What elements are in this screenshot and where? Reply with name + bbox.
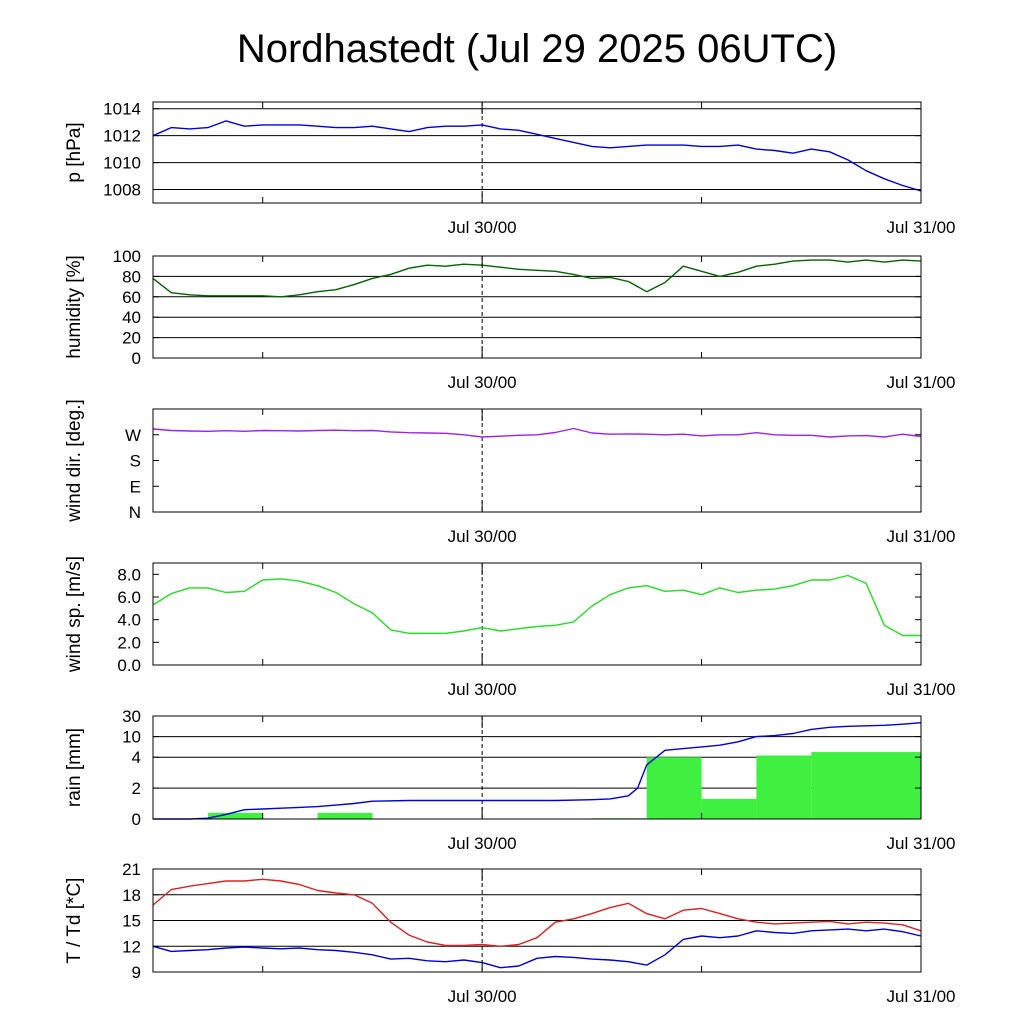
series-line bbox=[152, 928, 922, 969]
y-tick-label: 1014 bbox=[103, 100, 141, 119]
rain-bar bbox=[646, 757, 702, 819]
y-axis-title: T / Td [*C] bbox=[64, 878, 85, 964]
y-tick-label: 80 bbox=[122, 267, 141, 286]
panel-frame bbox=[152, 562, 922, 666]
x-tick-label: Jul 31/00 bbox=[887, 218, 956, 237]
y-tick-label: 12 bbox=[122, 937, 141, 956]
y-tick-label: 1010 bbox=[103, 154, 141, 173]
x-tick-label: Jul 31/00 bbox=[887, 527, 956, 546]
series-line bbox=[153, 722, 922, 820]
y-tick-label: S bbox=[130, 452, 141, 471]
panel-frame bbox=[152, 255, 922, 359]
x-tick-label: Jul 30/00 bbox=[448, 834, 517, 853]
y-tick-label: 40 bbox=[122, 308, 141, 327]
y-tick-label: N bbox=[129, 503, 141, 522]
rain-bar bbox=[317, 812, 373, 819]
x-tick-label: Jul 30/00 bbox=[448, 680, 517, 699]
y-tick-label: W bbox=[125, 426, 141, 445]
y-tick-label: 60 bbox=[122, 288, 141, 307]
y-tick-label: 4 bbox=[132, 748, 141, 767]
y-tick-label: 1008 bbox=[103, 181, 141, 200]
y-axis-title: rain [mm] bbox=[64, 728, 85, 807]
series-line bbox=[152, 878, 922, 947]
x-tick-label: Jul 30/00 bbox=[448, 218, 517, 237]
y-tick-label: 15 bbox=[122, 912, 141, 931]
panel-frame bbox=[152, 715, 922, 820]
y-tick-label: 0 bbox=[132, 349, 141, 368]
rain-bar bbox=[811, 752, 921, 819]
y-tick-label: 18 bbox=[122, 886, 141, 905]
x-tick-label: Jul 31/00 bbox=[887, 680, 956, 699]
y-axis-title: p [hPa] bbox=[64, 122, 85, 182]
y-tick-label: 6.0 bbox=[117, 588, 141, 607]
y-tick-label: 2.0 bbox=[117, 633, 141, 652]
panel-frame bbox=[152, 101, 922, 204]
y-tick-label: 0 bbox=[132, 810, 141, 829]
series-line bbox=[152, 574, 921, 637]
x-tick-label: Jul 30/00 bbox=[448, 987, 517, 1006]
y-tick-label: 100 bbox=[113, 247, 141, 266]
y-tick-label: 20 bbox=[122, 329, 141, 348]
y-axis-title: humidity [%] bbox=[64, 255, 85, 358]
y-tick-label: 30 bbox=[122, 707, 141, 726]
x-tick-label: Jul 31/00 bbox=[887, 373, 956, 392]
y-axis-title: wind sp. [m/s] bbox=[64, 556, 85, 673]
x-tick-label: Jul 30/00 bbox=[448, 373, 517, 392]
y-tick-label: E bbox=[130, 477, 141, 496]
series-line bbox=[152, 120, 922, 192]
panel-frame bbox=[152, 408, 922, 513]
x-tick-label: Jul 31/00 bbox=[887, 834, 956, 853]
series-line bbox=[152, 259, 922, 298]
y-tick-label: 2 bbox=[132, 779, 141, 798]
x-tick-label: Jul 31/00 bbox=[887, 987, 956, 1006]
y-tick-label: 9 bbox=[132, 963, 141, 982]
chart-title: Nordhastedt (Jul 29 2025 06UTC) bbox=[237, 27, 837, 71]
y-tick-label: 10 bbox=[122, 728, 141, 747]
x-tick-label: Jul 30/00 bbox=[448, 527, 517, 546]
rain-bar bbox=[207, 812, 263, 819]
rain-bar bbox=[701, 798, 757, 819]
y-axis-title: wind dir. [deg.] bbox=[64, 399, 85, 523]
y-tick-label: 4.0 bbox=[117, 611, 141, 630]
y-tick-label: 0.0 bbox=[117, 656, 141, 675]
y-tick-label: 8.0 bbox=[117, 565, 141, 584]
series-line bbox=[152, 427, 922, 438]
y-tick-label: 21 bbox=[122, 860, 141, 879]
rain-bar bbox=[756, 755, 812, 819]
y-tick-label: 1012 bbox=[103, 127, 141, 146]
